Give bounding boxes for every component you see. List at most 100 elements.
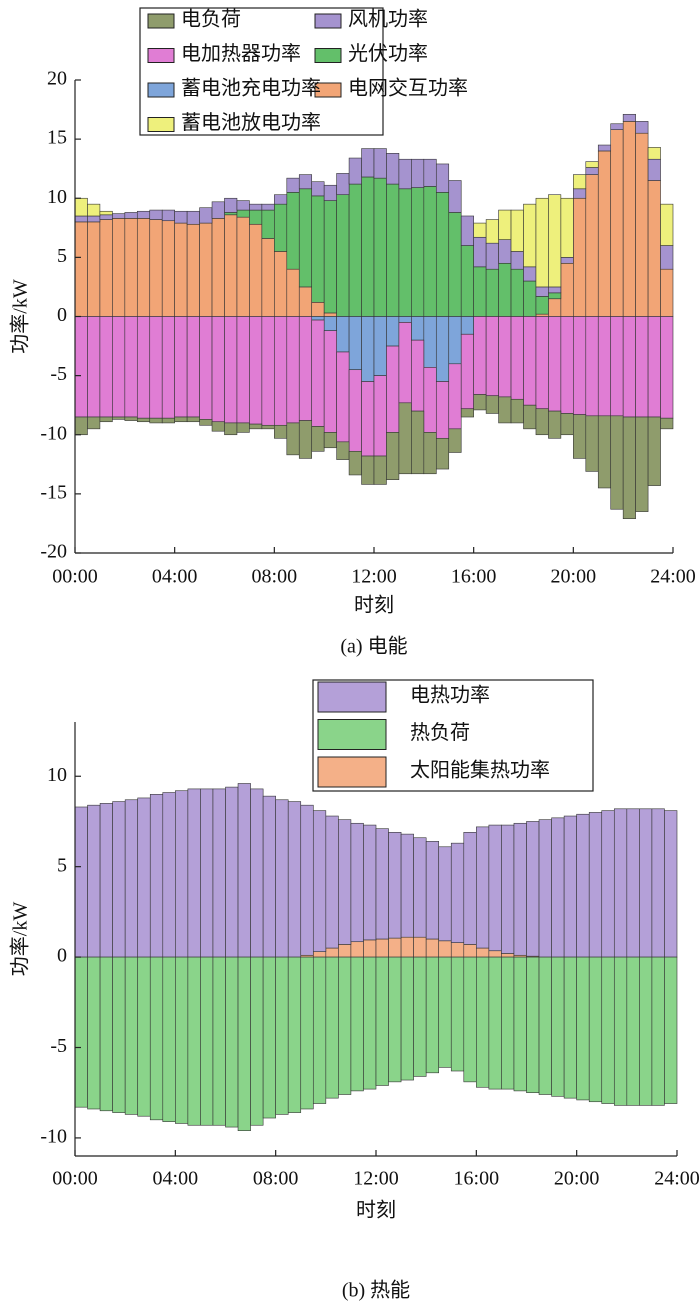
bar <box>526 956 540 1094</box>
bar <box>560 197 574 258</box>
bar <box>250 788 264 958</box>
bar <box>398 158 412 190</box>
bar <box>400 936 414 958</box>
bar <box>375 938 389 958</box>
bar <box>548 316 562 412</box>
bar <box>199 419 213 426</box>
bar <box>87 203 101 217</box>
bar <box>386 345 400 433</box>
bar <box>476 826 490 949</box>
x-tick-label: 16:00 <box>451 566 497 588</box>
x-tick-label: 20:00 <box>554 1168 600 1190</box>
bar <box>99 214 113 220</box>
bar <box>336 194 350 317</box>
bar <box>386 183 400 317</box>
bar <box>573 174 587 190</box>
bar <box>323 330 337 433</box>
bar <box>286 268 300 317</box>
bar <box>199 222 213 317</box>
bar <box>74 806 88 958</box>
bar <box>224 197 238 213</box>
bar <box>660 316 674 419</box>
bar <box>87 804 101 958</box>
bar <box>563 956 577 1099</box>
legend-label: 电网交互功率 <box>348 77 468 100</box>
bar <box>99 416 113 423</box>
bar <box>425 956 440 1074</box>
bar <box>438 846 452 942</box>
bar <box>373 316 387 376</box>
legend-label: 电负荷 <box>181 8 241 31</box>
bar <box>498 239 512 264</box>
bar <box>338 819 352 945</box>
bar <box>501 953 515 958</box>
bar <box>112 956 126 1113</box>
bar <box>274 251 288 317</box>
bar <box>74 416 88 436</box>
bar <box>613 808 628 958</box>
bar <box>523 404 537 430</box>
bar <box>585 316 599 417</box>
bar <box>626 808 640 958</box>
bar <box>87 416 101 430</box>
bar <box>261 316 275 426</box>
bar <box>435 192 450 317</box>
bar <box>463 956 477 1083</box>
legend-swatch <box>314 13 342 29</box>
caption: (b) 热能 <box>342 1279 410 1302</box>
bar <box>460 316 474 335</box>
bar <box>287 801 302 958</box>
bar <box>298 316 313 421</box>
bar <box>136 218 151 317</box>
bar <box>523 316 537 406</box>
bar <box>411 187 425 317</box>
bar <box>298 420 313 459</box>
legend-swatch <box>147 48 175 63</box>
bar <box>149 209 163 220</box>
bar <box>225 786 239 958</box>
x-tick-label: 04:00 <box>152 566 198 588</box>
bar <box>336 441 350 460</box>
y-axis-label: 功率/kW <box>9 902 32 977</box>
bar <box>363 956 377 1090</box>
legend-label: 电加热器功率 <box>181 42 301 65</box>
y-tick-label: 10 <box>47 764 67 786</box>
bar <box>560 257 574 264</box>
bar <box>573 414 587 459</box>
bar <box>373 455 387 485</box>
bar <box>236 316 250 424</box>
x-tick-label: 12:00 <box>353 1168 399 1190</box>
bar <box>610 415 624 510</box>
bar <box>510 316 524 400</box>
bar <box>311 426 325 452</box>
bar <box>136 316 151 419</box>
legend-swatch <box>317 681 387 713</box>
bar <box>476 947 490 958</box>
bar <box>635 132 649 317</box>
bar <box>161 220 175 317</box>
bar <box>538 956 552 1095</box>
bar <box>112 801 126 958</box>
bar <box>298 188 313 288</box>
bar <box>435 163 450 193</box>
legend-label: 太阳能集热功率 <box>410 759 550 782</box>
bar <box>186 316 200 418</box>
bar <box>363 824 377 941</box>
bar <box>286 177 300 193</box>
y-tick-label: 20 <box>47 68 67 90</box>
bar <box>388 832 402 939</box>
bar <box>463 832 477 945</box>
bar <box>460 245 474 317</box>
bar <box>563 815 577 958</box>
bar <box>622 121 636 317</box>
bar <box>435 316 450 382</box>
bar <box>211 218 225 317</box>
bar <box>610 316 624 417</box>
bar <box>124 799 139 958</box>
bar <box>161 209 175 222</box>
bar <box>551 956 565 1097</box>
bar <box>488 950 502 958</box>
bar <box>174 222 188 317</box>
bar <box>186 416 200 423</box>
bar <box>325 815 339 949</box>
